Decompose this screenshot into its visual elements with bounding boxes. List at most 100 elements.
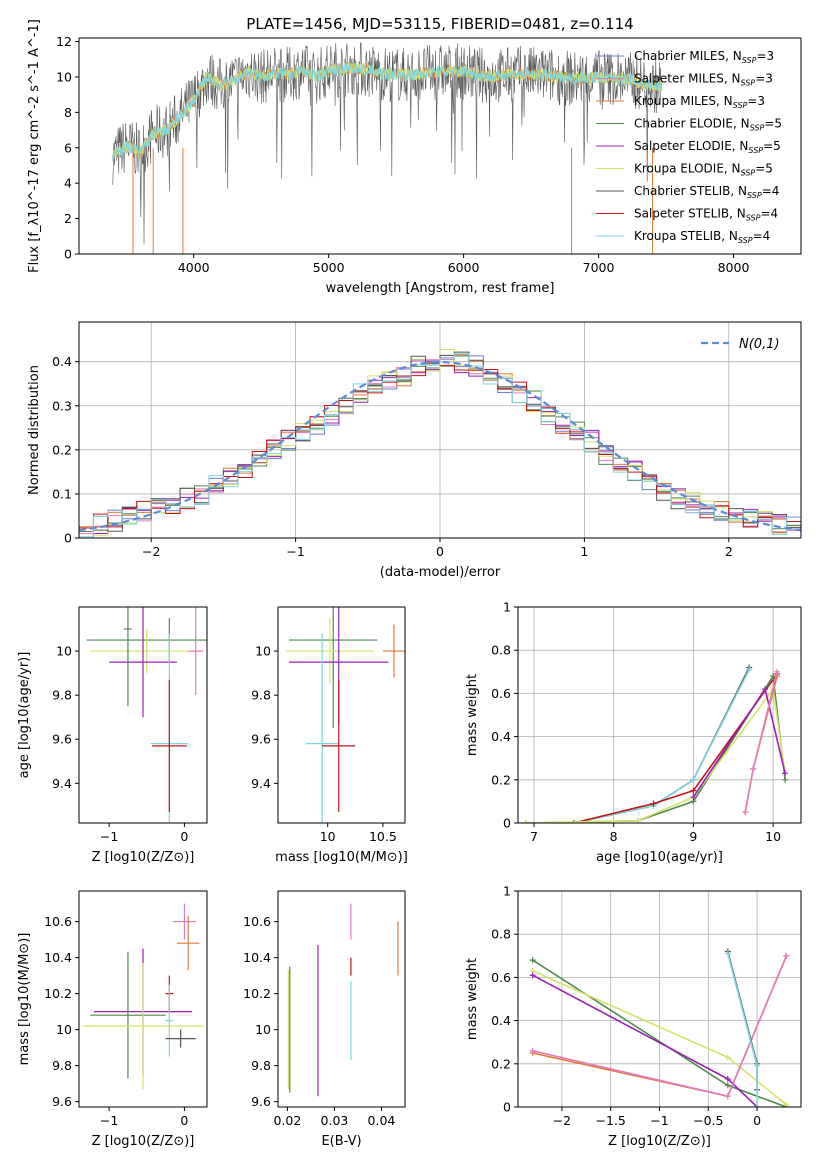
y-tick-label: 9.4 bbox=[251, 776, 271, 791]
y-axis-label: mass [log10(M/M⊙)] bbox=[17, 933, 32, 1066]
y-tick-label: 9.6 bbox=[52, 732, 72, 747]
axes-frame bbox=[277, 606, 406, 824]
legend-label-normal: N(0,1) bbox=[739, 337, 780, 352]
y-tick-label: 0.8 bbox=[491, 643, 511, 658]
series-marker bbox=[690, 776, 697, 783]
y-tick-label: 1 bbox=[503, 600, 511, 615]
y-tick-label: 10 bbox=[255, 1022, 271, 1037]
x-tick-label: −1.5 bbox=[596, 1113, 626, 1128]
axes-frame bbox=[277, 890, 406, 1108]
series-marker bbox=[782, 770, 789, 777]
panel-residuals: N(0,1) −2 −1 0 1 2 0 0.1 0.2 0.3 0.4 (data-model)/e… bbox=[27, 321, 802, 580]
y-tick-label: 0.6 bbox=[491, 970, 511, 985]
y-tick-label: 1 bbox=[503, 884, 511, 899]
x-tick-label: 10 bbox=[320, 829, 336, 844]
y-tick-label: 9.6 bbox=[251, 732, 271, 747]
y-tick-label: 0.1 bbox=[52, 486, 72, 501]
y-tick-label: 10.4 bbox=[44, 950, 72, 965]
series-line-salpeter_elodie bbox=[532, 974, 758, 1107]
legend-text: Chabrier MILES, N bbox=[634, 49, 742, 63]
series-marker bbox=[724, 950, 731, 957]
legend-text: Salpeter MILES, N bbox=[634, 72, 741, 86]
y-tick-label: 12 bbox=[56, 34, 72, 49]
y-tick-label: 10 bbox=[56, 644, 72, 659]
plot-area-mass_vs_Z bbox=[82, 903, 204, 1089]
legend-subscript: SSP bbox=[748, 146, 763, 155]
y-tick-label: 4 bbox=[64, 176, 72, 191]
legend-subscript: SSP bbox=[738, 236, 753, 245]
series-marker bbox=[742, 809, 749, 816]
y-tick-label: 9.8 bbox=[52, 688, 72, 703]
plot-area-age_vs_mass bbox=[285, 607, 405, 823]
figure-title: PLATE=1456, MJD=53115, FIBERID=0481, z=0… bbox=[246, 15, 633, 33]
series-line-kroupa_stelib bbox=[573, 669, 750, 823]
y-tick-label: 6 bbox=[64, 140, 72, 155]
series-marker bbox=[724, 1082, 731, 1089]
x-axis-label: (data-model)/error bbox=[380, 565, 501, 580]
series-marker bbox=[724, 1054, 731, 1061]
series-marker bbox=[529, 1047, 536, 1054]
legend-label: Salpeter STELIB, NSSP=4 bbox=[634, 207, 778, 223]
x-axis-label: E(B-V) bbox=[321, 1134, 361, 1149]
x-tick-label: 0.03 bbox=[321, 1113, 349, 1128]
x-tick-label: 4000 bbox=[178, 260, 210, 275]
x-tick-label: 0 bbox=[753, 1113, 761, 1128]
x-tick-label: −1 bbox=[650, 1113, 668, 1128]
y-tick-label: 9.8 bbox=[251, 1058, 271, 1073]
y-tick-label: 10.6 bbox=[44, 914, 72, 929]
x-tick-label: 0 bbox=[436, 544, 444, 559]
panel-age_vs_mass: 10 10.5 9.4 9.6 9.8 10 mass [log10(M/M⊙)] bbox=[251, 606, 408, 865]
axes-frame bbox=[78, 890, 208, 1108]
series-marker bbox=[783, 952, 790, 959]
legend-label: Kroupa STELIB, NSSP=4 bbox=[634, 229, 770, 245]
x-tick-label: 0 bbox=[180, 1113, 188, 1128]
legend-text: Salpeter STELIB, N bbox=[634, 207, 746, 221]
y-tick-label: 0.2 bbox=[52, 442, 72, 457]
y-tick-label: 9.8 bbox=[251, 688, 271, 703]
x-tick-label: 5000 bbox=[313, 260, 345, 275]
y-tick-label: 0.4 bbox=[491, 729, 511, 744]
y-tick-label: 9.8 bbox=[52, 1058, 72, 1073]
series-marker bbox=[650, 800, 657, 807]
series-marker bbox=[774, 668, 781, 675]
axes-frame bbox=[78, 606, 208, 824]
axes-frame bbox=[517, 606, 802, 824]
legend-text: Chabrier STELIB, N bbox=[634, 184, 747, 198]
panel-mass_weight_vs_age: 7 8 9 10 0 0.2 0.4 0.6 0.8 1 age [log10(age/yr)] ma… bbox=[465, 600, 802, 865]
legend-label: Salpeter ELODIE, NSSP=5 bbox=[634, 139, 781, 155]
series-marker bbox=[750, 766, 757, 772]
legend-subscript: SSP bbox=[746, 214, 761, 223]
y-tick-label: 0.6 bbox=[491, 686, 511, 701]
panel-age_vs_Z: −1 0 9.4 9.6 9.8 10 Z [log10(Z/Z⊙)] age [log10(… bbox=[17, 606, 208, 865]
x-tick-label: 10.5 bbox=[369, 829, 397, 844]
legend-subscript: SSP bbox=[742, 56, 757, 65]
plot-area-mass_vs_ebv bbox=[287, 903, 399, 1097]
legend-label: Chabrier STELIB, NSSP=4 bbox=[634, 184, 779, 200]
legend-subscript: SSP bbox=[741, 169, 756, 178]
plot-area-residuals bbox=[79, 349, 801, 538]
series-marker bbox=[690, 787, 697, 794]
x-axis-label: Z [log10(Z/Z⊙)] bbox=[92, 850, 195, 865]
panel-mass_vs_Z: −1 0 9.6 9.8 10 10.2 10.4 10.6 Z [log10(Z/Z⊙)] ma… bbox=[17, 890, 208, 1149]
series-line-salpeter_miles bbox=[744, 671, 778, 813]
legend-text: Chabrier ELODIE, N bbox=[634, 117, 750, 131]
series-marker bbox=[570, 820, 577, 823]
y-tick-label: 0 bbox=[64, 247, 72, 262]
y-axis-label: mass weight bbox=[465, 674, 480, 756]
legend-label: Kroupa ELODIE, NSSP=5 bbox=[634, 162, 773, 178]
series-marker bbox=[724, 1075, 731, 1082]
y-tick-label: 0.3 bbox=[52, 398, 72, 413]
normal-curve bbox=[79, 360, 801, 532]
x-tick-label: −2 bbox=[142, 544, 160, 559]
legend-tail: =3 bbox=[747, 94, 765, 108]
y-axis-label: Flux [f_λ10^-17 erg cm^-2 s^-1 A^-1] bbox=[27, 19, 42, 273]
panel-mass_vs_ebv: 0.02 0.03 0.04 9.6 9.8 10 10.2 10.4 10.6 E(B-V) bbox=[243, 890, 406, 1149]
series-marker bbox=[746, 666, 753, 673]
series-marker bbox=[754, 1062, 761, 1069]
plot-area-mass_weight_vs_Z bbox=[529, 948, 790, 1107]
x-tick-label: 7 bbox=[530, 829, 538, 844]
y-tick-label: 10.6 bbox=[243, 914, 271, 929]
y-tick-label: 0.4 bbox=[491, 1013, 511, 1028]
y-tick-label: 10 bbox=[255, 644, 271, 659]
